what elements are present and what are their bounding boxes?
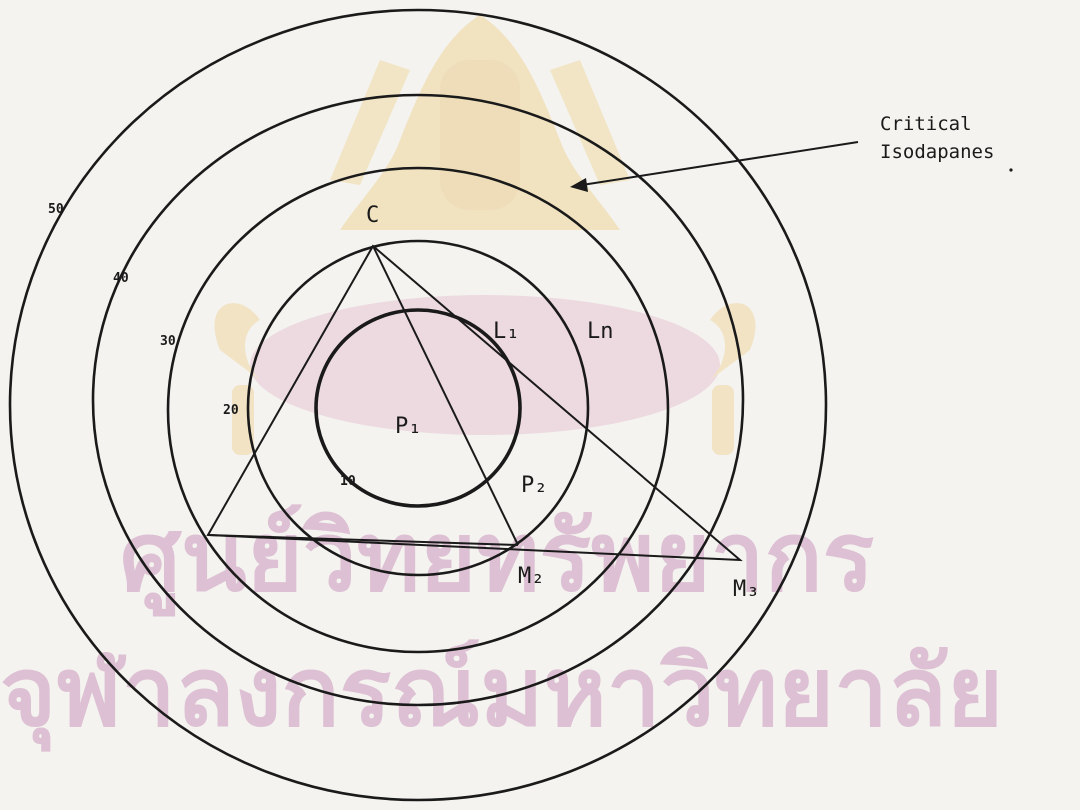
region-label-p2: P₂ (521, 473, 548, 498)
annotation-line2: Isodapanes (880, 141, 994, 163)
point-label-m3: M₃ (733, 577, 760, 602)
annotation-arrow (581, 141, 859, 186)
point-label-c: C (366, 203, 379, 228)
ring-label-40: 40 (113, 271, 129, 286)
annotation-arrowhead (570, 178, 588, 192)
region-label-p1: P₁ (395, 414, 422, 439)
line-c-m2 (372, 245, 519, 546)
ring-label-50: 50 (48, 202, 64, 217)
isodapane-ring-30 (166, 166, 670, 654)
isodapane-ring-40 (91, 93, 745, 707)
watermark-text-line1: ศูนย์วิทยทรัพยากร (120, 501, 874, 617)
annotation-line1: Critical (880, 113, 972, 135)
isodapane-ring-10 (314, 308, 522, 508)
ring-label-20: 20 (223, 403, 239, 418)
location-triangle (206, 244, 743, 562)
region-label-ln: Ln (587, 319, 614, 344)
watermark-seal (214, 15, 756, 455)
stray-dot (1009, 168, 1013, 172)
region-label-l1: L₁ (493, 319, 520, 344)
ring-label-30: 30 (160, 334, 176, 349)
line-base-m2 (207, 534, 519, 546)
isodapane-ring-20 (246, 239, 590, 577)
point-label-m2: M₂ (518, 564, 545, 589)
isodapane-ring-50 (8, 8, 828, 802)
ring-label-10: 10 (340, 474, 356, 489)
